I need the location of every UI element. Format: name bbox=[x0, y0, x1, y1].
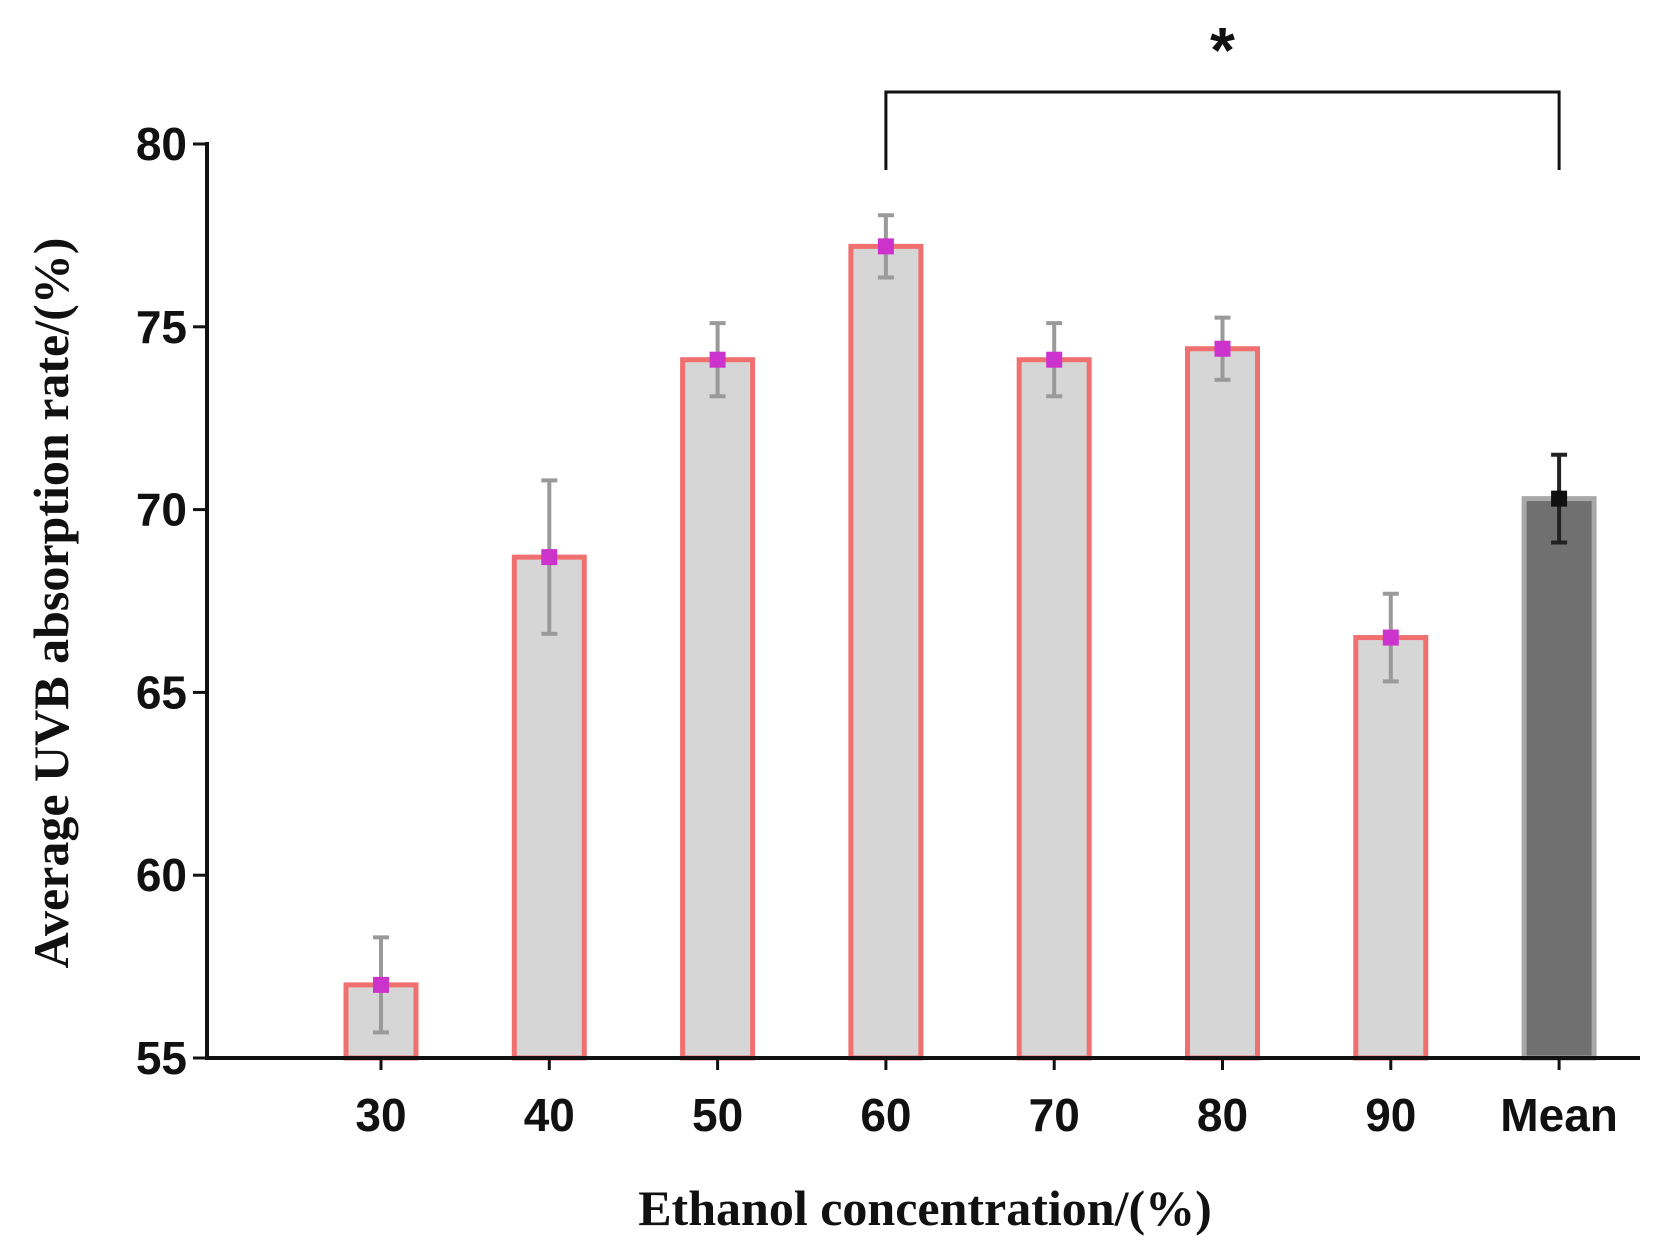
mean-marker-30 bbox=[373, 976, 389, 993]
axes-layer: 30 40 50 60 70 80 90 Mean 55 60 65 70 75 80 bbox=[136, 118, 1640, 1141]
significance-star: * bbox=[1210, 14, 1235, 86]
mean-marker-90 bbox=[1382, 629, 1399, 646]
bar-80 bbox=[1185, 346, 1260, 1061]
y-tick-label-80: 80 bbox=[136, 118, 187, 170]
y-axis-title: Average UVB absorption rate/(%) bbox=[23, 238, 79, 969]
significance-bracket bbox=[884, 90, 1561, 170]
significance-layer: * bbox=[884, 14, 1561, 170]
x-tick-label-60: 60 bbox=[860, 1089, 911, 1141]
markers-layer bbox=[373, 213, 1568, 1035]
mean-marker-80 bbox=[1214, 340, 1231, 357]
x-axis-title: Ethanol concentration/(%) bbox=[638, 1180, 1212, 1236]
bars-layer bbox=[343, 243, 1597, 1061]
y-tick-label-55: 55 bbox=[136, 1032, 187, 1084]
bar-60 bbox=[848, 243, 924, 1061]
mean-marker-70 bbox=[1046, 351, 1063, 368]
y-tick-label-75: 75 bbox=[136, 301, 187, 353]
x-tick-label-50: 50 bbox=[692, 1089, 743, 1141]
x-tick-label-70: 70 bbox=[1029, 1089, 1080, 1141]
y-tick-label-70: 70 bbox=[136, 484, 187, 536]
x-tick-label-80: 80 bbox=[1197, 1089, 1248, 1141]
x-tick-label-90: 90 bbox=[1365, 1089, 1416, 1141]
mean-marker-mean bbox=[1551, 490, 1568, 507]
bar-50 bbox=[680, 357, 756, 1061]
mean-marker-50 bbox=[709, 351, 726, 368]
bar-mean bbox=[1521, 496, 1597, 1061]
x-tick-label-40: 40 bbox=[524, 1089, 575, 1141]
y-tick-label-65: 65 bbox=[136, 666, 187, 718]
y-tick-label-60: 60 bbox=[136, 849, 187, 901]
bar-70 bbox=[1016, 357, 1092, 1061]
x-tick-label-30: 30 bbox=[355, 1089, 406, 1141]
x-tick-label-mean: Mean bbox=[1500, 1089, 1618, 1141]
bar-90 bbox=[1353, 635, 1429, 1061]
mean-marker-40 bbox=[541, 549, 558, 566]
mean-marker-60 bbox=[877, 238, 894, 255]
